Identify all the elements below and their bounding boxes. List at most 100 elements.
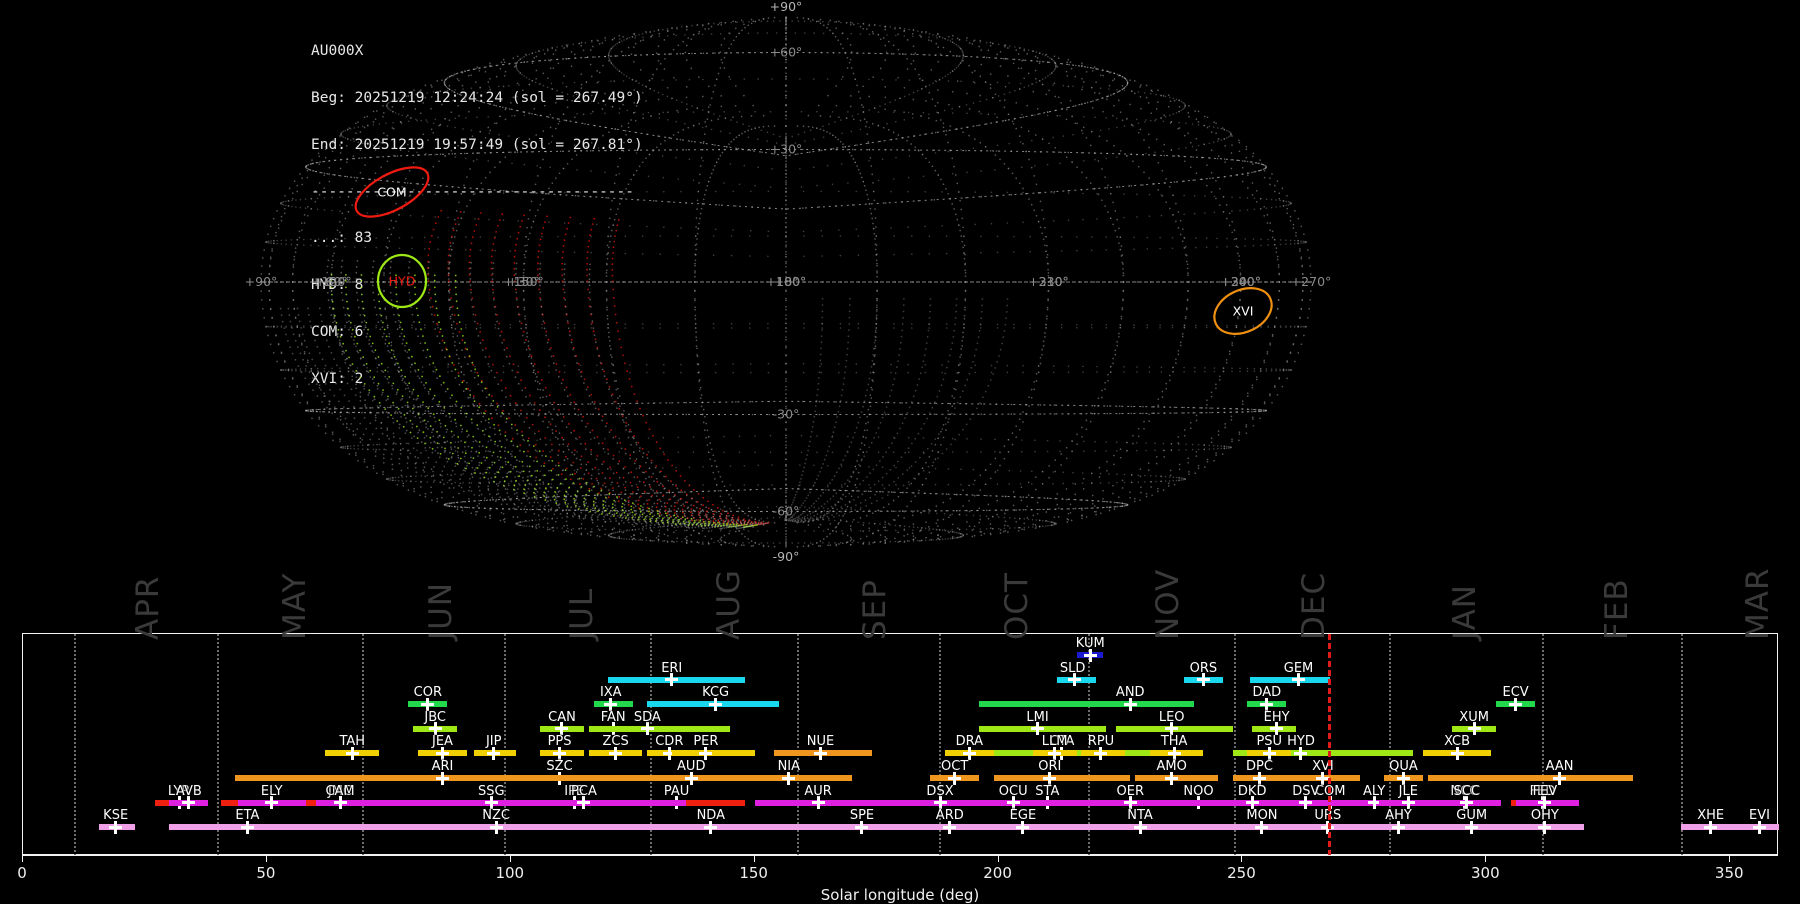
shower-bar-kcg[interactable] (647, 701, 780, 708)
shower-label-ahy: AHY (1385, 808, 1412, 824)
shower-bar-xcb[interactable] (1422, 750, 1492, 757)
grid-longitude-label: +0° (774, 274, 799, 289)
shower-label-and: AND (1115, 685, 1145, 701)
shower-label-dkd: DKD (1237, 783, 1267, 799)
shower-bar-scc[interactable] (1432, 799, 1501, 806)
shower-bar-xhe[interactable] (1681, 824, 1740, 831)
shower-bar-cam[interactable] (315, 799, 365, 806)
shower-bar-kum[interactable] (1076, 652, 1104, 658)
shower-bar-ehy[interactable] (1252, 725, 1297, 732)
count-total: ...: 83 (311, 230, 373, 247)
shower-bar-ely[interactable] (237, 799, 306, 806)
shower-bar-sda[interactable] (598, 725, 731, 732)
shower-bar-eta[interactable] (169, 824, 453, 831)
highlight-label: XVI (1233, 304, 1254, 319)
shower-bar-pca[interactable] (520, 799, 687, 806)
shower-label-leo: LEO (1158, 709, 1185, 725)
shower-label-qua: QUA (1389, 759, 1418, 774)
shower-bar-aud[interactable] (637, 775, 765, 781)
shower-label-lmi: LMI (1026, 709, 1049, 725)
shower-bar-jea[interactable] (418, 750, 467, 757)
month-label-dec: DEC (1296, 571, 1333, 640)
shower-bar-ecv[interactable] (1496, 701, 1536, 708)
shower-highlight-hyd[interactable]: HYD (376, 253, 428, 309)
shower-bar-ari[interactable] (235, 775, 794, 781)
x-tick-label: 0 (17, 864, 27, 882)
month-separator (504, 634, 507, 856)
shower-label-oct: OCT (941, 759, 969, 774)
shower-bar-per[interactable] (671, 750, 755, 757)
shower-bar-dsx[interactable] (886, 799, 1023, 806)
shower-bar-xum[interactable] (1452, 725, 1497, 732)
x-tick-label: 200 (983, 864, 1012, 882)
x-tick (1241, 855, 1243, 862)
shower-bar-ors[interactable] (1183, 676, 1223, 683)
shower-bar-nue[interactable] (774, 750, 872, 757)
highlighted-showers: COM HYD XVI (348, 157, 1279, 342)
shower-bar-jbc[interactable] (413, 725, 458, 732)
shower-label-ors: ORS (1189, 660, 1218, 676)
shower-bar-hyd[interactable] (1232, 750, 1414, 757)
shower-bar-oer[interactable] (1042, 799, 1233, 806)
shower-bar-eri[interactable] (608, 676, 745, 683)
shower-label-scc: SCC (1453, 783, 1481, 799)
shower-label-eri: ERI (661, 660, 683, 676)
highlight-label: HYD (389, 274, 416, 289)
shower-highlight-com[interactable]: COM (348, 157, 436, 226)
shower-bar-dkd[interactable] (1222, 799, 1287, 806)
shower-bar-and[interactable] (979, 701, 1194, 708)
shower-bar-rpu[interactable] (1081, 750, 1126, 757)
shower-bar-nta[interactable] (1057, 824, 1233, 831)
shower-bar-nzc[interactable] (364, 824, 682, 831)
shower-bar-ori[interactable] (993, 775, 1131, 781)
highlight-ellipse (1213, 287, 1273, 335)
shower-bar-ocu[interactable] (969, 799, 1072, 806)
shower-bar-dad[interactable] (1247, 701, 1287, 708)
coordinate-grid (260, 16, 1312, 548)
shower-bar-aur[interactable] (754, 799, 901, 806)
shower-label-aan: AAN (1545, 759, 1574, 774)
shower-bar-aan[interactable] (1427, 775, 1633, 781)
shower-bar-leo[interactable] (1115, 725, 1233, 732)
shower-bar-kse[interactable] (98, 824, 136, 831)
shower-bar-fev[interactable] (1515, 799, 1579, 806)
x-tick (997, 855, 999, 862)
shower-label-jle: JLE (1398, 783, 1418, 799)
shower-bar-can[interactable] (540, 725, 584, 732)
shower-bar-pps[interactable] (540, 750, 584, 757)
shower-bar-dpc[interactable] (1232, 775, 1297, 781)
shower-bar-nia[interactable] (744, 775, 853, 781)
shower-bar-xvi[interactable] (1291, 775, 1360, 781)
shower-bar-pau[interactable] (632, 799, 745, 806)
shower-bar-jip[interactable] (474, 750, 516, 757)
shower-bar-evi[interactable] (1739, 824, 1779, 831)
shower-highlight-xvi[interactable]: XVI (1207, 279, 1279, 342)
shower-bar-nda[interactable] (608, 824, 828, 831)
grid-latitude-label: +30° (770, 142, 803, 157)
shower-bar-lmi[interactable] (979, 725, 1106, 732)
shower-bar-gem[interactable] (1249, 676, 1331, 683)
shower-label-xcb: XCB (1444, 734, 1471, 750)
shower-bar-dra[interactable] (944, 750, 994, 757)
shower-bar-oct[interactable] (930, 775, 980, 781)
shower-bar-amo[interactable] (1135, 775, 1219, 781)
shower-bar-ssg[interactable] (364, 799, 638, 806)
shower-bar-mon[interactable] (1222, 824, 1301, 831)
shower-bar-tha[interactable] (1149, 750, 1204, 757)
shower-bar-ohy[interactable] (1510, 824, 1584, 831)
shower-bar-llm[interactable] (1032, 750, 1077, 757)
shower-bar-gum[interactable] (1437, 824, 1511, 831)
shower-bar-cor[interactable] (408, 701, 448, 708)
shower-bar-ixa[interactable] (593, 701, 633, 708)
shower-bar-sld[interactable] (1057, 676, 1097, 683)
shower-bar-avb[interactable] (169, 799, 209, 806)
shower-bar-psu[interactable] (1247, 750, 1292, 757)
shower-bar-tah[interactable] (325, 750, 380, 757)
shower-bar-ahy[interactable] (1359, 824, 1438, 831)
shower-label-aur: AUR (804, 783, 832, 799)
shower-label-eta: ETA (235, 808, 260, 824)
highlight-ellipse (354, 166, 430, 218)
x-tick (509, 855, 511, 862)
shower-bar-zcs[interactable] (588, 750, 643, 757)
shower-bar-qua[interactable] (1383, 775, 1423, 781)
